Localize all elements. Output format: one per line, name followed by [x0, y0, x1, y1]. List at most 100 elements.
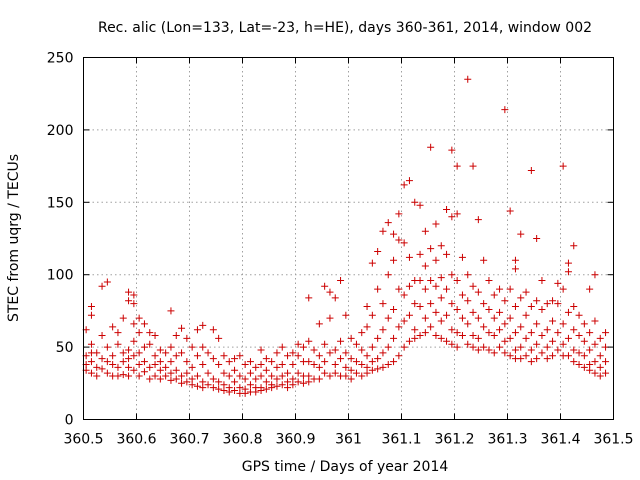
data-point — [464, 340, 472, 348]
data-point — [231, 378, 239, 386]
data-point — [432, 332, 440, 340]
data-point — [231, 387, 239, 395]
data-point — [172, 375, 180, 383]
data-point — [522, 352, 530, 360]
data-point — [480, 256, 488, 264]
data-point — [193, 372, 201, 380]
data-point — [570, 303, 578, 311]
data-point — [596, 334, 604, 342]
data-point — [416, 250, 424, 258]
data-point — [358, 360, 366, 368]
data-point — [554, 346, 562, 354]
data-point — [384, 314, 392, 322]
data-point — [443, 285, 451, 293]
data-point — [268, 372, 276, 380]
data-point — [151, 372, 159, 380]
data-point — [146, 340, 154, 348]
data-point — [559, 285, 567, 293]
data-point — [379, 227, 387, 235]
data-point — [506, 314, 514, 322]
data-point — [146, 329, 154, 337]
data-point — [363, 323, 371, 331]
data-point — [395, 285, 403, 293]
data-point — [586, 366, 594, 374]
y-tick-label: 200 — [47, 123, 74, 139]
data-point — [368, 311, 376, 319]
data-point — [294, 378, 302, 386]
data-point — [517, 323, 525, 331]
data-point — [527, 346, 535, 354]
data-point — [522, 311, 530, 319]
data-point — [395, 236, 403, 244]
data-point — [501, 320, 509, 328]
data-point — [400, 291, 408, 299]
data-point — [564, 268, 572, 276]
data-point — [352, 340, 360, 348]
data-point — [204, 381, 212, 389]
x-tick-label: 360.9 — [275, 432, 315, 448]
data-point — [432, 220, 440, 228]
data-point — [220, 387, 228, 395]
data-point — [241, 375, 249, 383]
data-point — [596, 363, 604, 371]
data-point — [575, 349, 583, 357]
data-point — [511, 265, 519, 273]
data-point — [278, 372, 286, 380]
data-point — [443, 311, 451, 319]
data-point — [480, 300, 488, 308]
data-point — [93, 349, 101, 357]
data-point — [533, 320, 541, 328]
data-point — [533, 297, 541, 305]
data-point — [469, 282, 477, 290]
data-point — [183, 358, 191, 366]
data-point — [405, 311, 413, 319]
data-point — [490, 314, 498, 322]
data-point — [485, 329, 493, 337]
data-point — [405, 177, 413, 185]
x-tick-label: 360.8 — [222, 432, 262, 448]
data-point — [273, 349, 281, 357]
x-tick-label: 361.4 — [540, 432, 580, 448]
data-point — [368, 366, 376, 374]
data-point — [427, 276, 435, 284]
data-point — [591, 317, 599, 325]
data-point — [427, 300, 435, 308]
data-point — [464, 271, 472, 279]
data-point — [246, 369, 254, 377]
data-point — [464, 320, 472, 328]
data-point — [374, 285, 382, 293]
data-point — [98, 355, 106, 363]
data-point — [511, 303, 519, 311]
x-tick-label: 360.6 — [116, 432, 156, 448]
data-point — [321, 369, 329, 377]
data-point — [400, 239, 408, 247]
data-point — [458, 291, 466, 299]
data-point — [464, 75, 472, 83]
data-point — [480, 323, 488, 331]
data-point — [284, 369, 292, 377]
data-point — [172, 332, 180, 340]
data-point — [93, 372, 101, 380]
data-point — [543, 355, 551, 363]
data-point — [384, 343, 392, 351]
data-point — [119, 358, 127, 366]
data-point — [501, 297, 509, 305]
data-point — [125, 288, 133, 296]
data-point — [321, 358, 329, 366]
x-axis-label: GPS time / Days of year 2014 — [242, 459, 449, 475]
data-point — [432, 256, 440, 264]
data-point — [443, 250, 451, 258]
data-point — [458, 332, 466, 340]
data-point — [231, 366, 239, 374]
data-point — [358, 329, 366, 337]
data-point — [501, 337, 509, 345]
data-point — [183, 369, 191, 377]
data-point — [453, 162, 461, 170]
data-point — [167, 343, 175, 351]
data-point — [146, 363, 154, 371]
data-point — [98, 282, 106, 290]
data-point — [564, 308, 572, 316]
data-point — [358, 372, 366, 380]
data-point — [405, 337, 413, 345]
data-point — [156, 366, 164, 374]
